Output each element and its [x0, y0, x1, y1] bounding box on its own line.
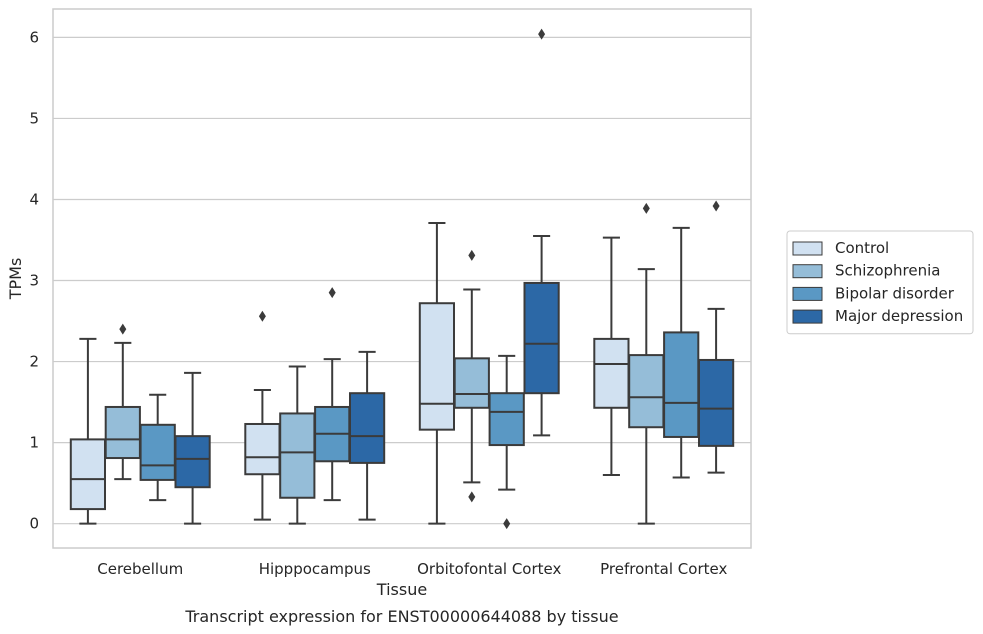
y-tick-label: 3: [29, 272, 39, 290]
box-iqr: [279, 412, 316, 499]
outlier-point: [642, 202, 650, 214]
legend-swatch: [792, 264, 823, 279]
x-tick-label: Hipppocampus: [259, 560, 371, 578]
legend-swatch: [792, 309, 823, 324]
box-plot: [418, 221, 456, 525]
legend: Control Schizophrenia Bipolar disorder Majo…: [786, 230, 974, 335]
box-plot: [697, 200, 735, 474]
x-tick-label: Orbitofontal Cortex: [417, 560, 561, 578]
y-axis-ticks: 0 1 2 3 4 5 6: [29, 28, 39, 532]
y-tick-label: 0: [29, 515, 39, 533]
y-tick-label: 2: [29, 353, 39, 371]
box-iqr: [523, 281, 560, 395]
box-iqr: [418, 302, 456, 431]
outlier-point: [712, 200, 720, 212]
box-plot: [488, 354, 525, 530]
box-iqr: [69, 438, 107, 511]
x-axis-ticks: Cerebellum Hipppocampus Orbitofontal Corte…: [97, 560, 727, 578]
outlier-point: [328, 287, 336, 299]
x-axis-title: Tissue: [376, 580, 427, 599]
box-plot: [69, 337, 107, 525]
box-plot: [453, 249, 490, 503]
box-iqr: [104, 405, 141, 460]
legend-swatch: [792, 286, 823, 301]
box-plot: [174, 371, 211, 525]
y-tick-label: 1: [29, 434, 39, 452]
plot-area-frame: [52, 8, 752, 549]
chart-caption: Transcript expression for ENST0000064408…: [184, 607, 618, 626]
box-plot: [663, 226, 700, 479]
box-plot: [523, 28, 560, 437]
outlier-point: [538, 28, 546, 40]
box-iqr: [628, 354, 665, 429]
box-iqr: [488, 392, 525, 447]
y-tick-label: 5: [29, 109, 39, 127]
x-tick-label: Prefrontal Cortex: [600, 560, 727, 578]
box-plot: [279, 365, 316, 525]
outlier-point: [258, 310, 266, 322]
box-plot: [244, 310, 281, 521]
outlier-point: [468, 249, 476, 261]
box-groups: [69, 28, 735, 530]
outlier-point: [119, 323, 127, 335]
box-plot: [628, 202, 665, 525]
outlier-point: [468, 491, 476, 503]
y-tick-label: 6: [29, 28, 39, 46]
outlier-point: [503, 518, 511, 530]
y-tick-label: 4: [29, 190, 39, 208]
legend-frame: [786, 230, 974, 335]
box-iqr: [697, 358, 735, 447]
box-iqr: [174, 435, 211, 489]
box-iqr: [139, 423, 176, 481]
legend-label: Major depression: [835, 307, 963, 325]
box-iqr: [348, 392, 386, 464]
box-plot: [139, 393, 176, 502]
box-plot: [104, 323, 141, 481]
legend-swatch: [792, 241, 823, 256]
x-tick-label: Cerebellum: [97, 560, 183, 578]
box-iqr: [453, 357, 490, 409]
box-plot: [593, 236, 630, 477]
legend-label: Control: [835, 239, 889, 257]
box-iqr: [593, 337, 630, 409]
legend-label: Bipolar disorder: [835, 284, 955, 302]
box-plot: [348, 350, 386, 521]
box-plot: [314, 287, 351, 502]
box-iqr: [663, 331, 700, 438]
legend-label: Schizophrenia: [835, 262, 940, 280]
box-iqr: [244, 422, 281, 476]
y-axis-title: TPMs: [6, 258, 25, 301]
